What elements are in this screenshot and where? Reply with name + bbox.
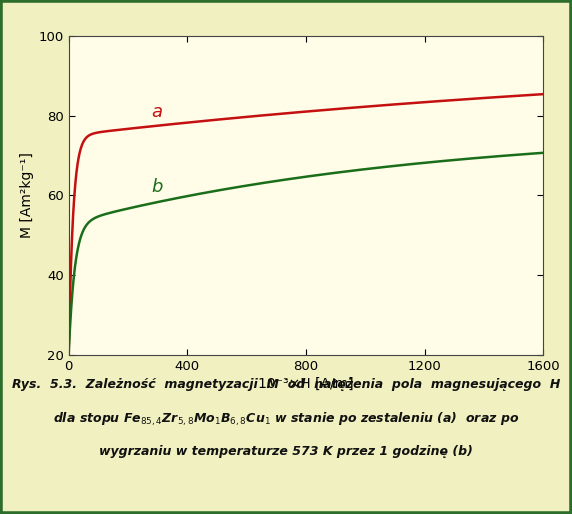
Y-axis label: M [Am²kg⁻¹]: M [Am²kg⁻¹] (21, 152, 34, 238)
Text: wygrzaniu w temperaturze 573 K przez 1 godzinę (b): wygrzaniu w temperaturze 573 K przez 1 g… (99, 445, 473, 457)
Text: b: b (152, 178, 163, 196)
X-axis label: 10⁻³×H [A/m]: 10⁻³×H [A/m] (258, 377, 354, 391)
Text: dla stopu Fe$_{85,4}$Zr$_{5,8}$Mo$_1$B$_{6,8}$Cu$_1$ w stanie po zestaleniu (a) : dla stopu Fe$_{85,4}$Zr$_{5,8}$Mo$_1$B$_… (53, 411, 519, 428)
Text: Rys.  5.3.  Zależność  magnetyzacji  M  od  natężenia  pola  magnesującego  H: Rys. 5.3. Zależność magnetyzacji M od na… (12, 378, 560, 391)
Text: a: a (152, 103, 162, 121)
